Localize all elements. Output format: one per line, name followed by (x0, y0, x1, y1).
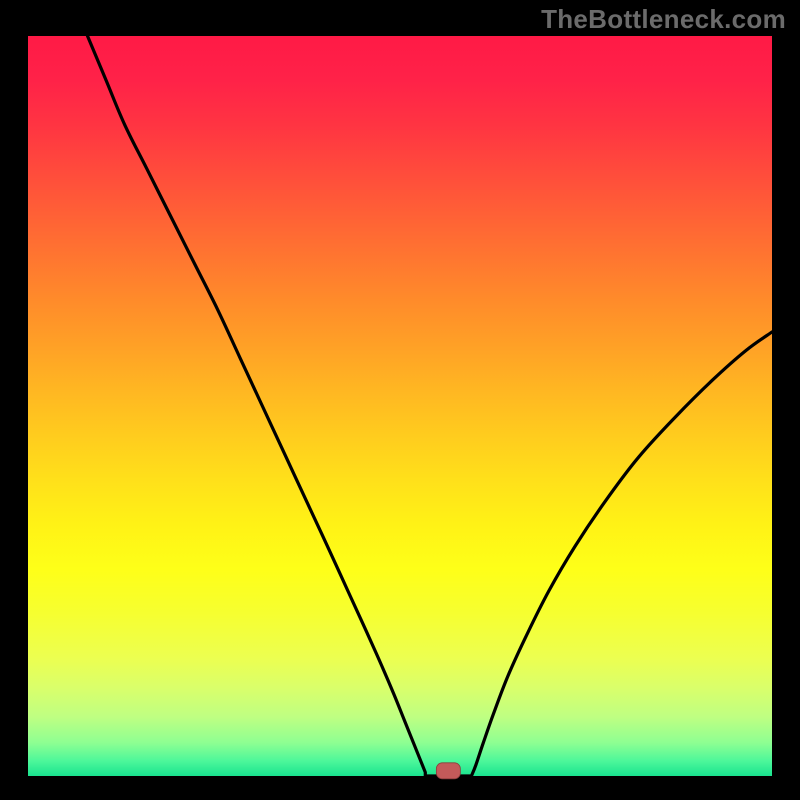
chart-frame: TheBottleneck.com (0, 0, 800, 800)
watermark-text: TheBottleneck.com (541, 4, 786, 35)
gradient-background (28, 36, 772, 776)
optimum-marker (436, 763, 460, 779)
bottleneck-chart (0, 0, 800, 800)
